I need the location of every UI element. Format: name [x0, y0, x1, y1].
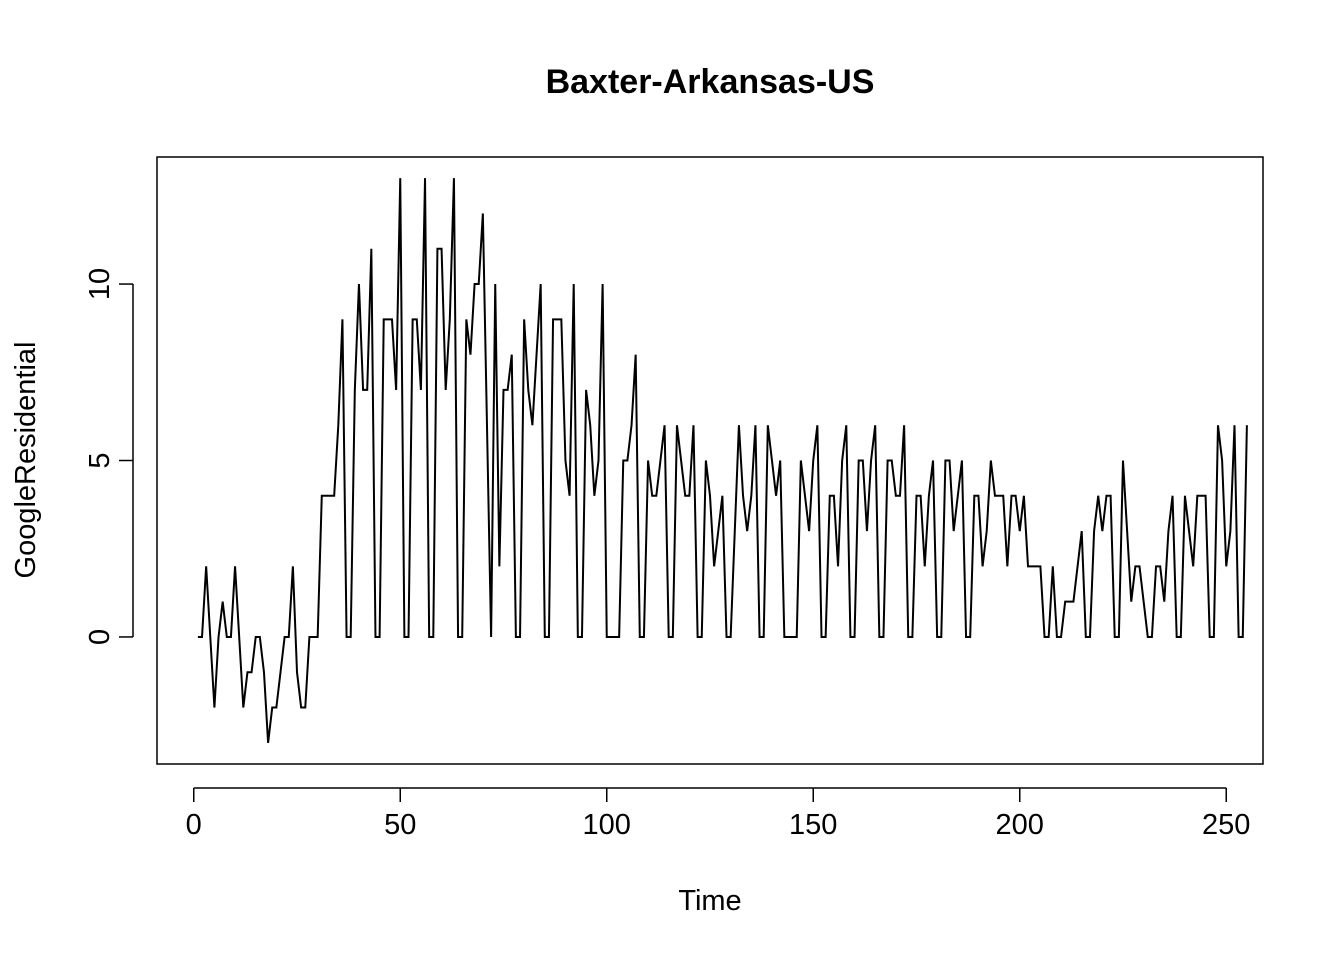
y-axis-label: GoogleResidential — [10, 342, 42, 579]
x-tick-label: 50 — [384, 809, 416, 841]
y-tick-label: 0 — [84, 629, 116, 645]
x-tick-label: 100 — [583, 809, 631, 841]
chart-title: Baxter-Arkansas-US — [546, 63, 875, 101]
y-tick-label: 10 — [84, 268, 116, 300]
x-axis-label: Time — [678, 885, 741, 917]
x-tick-label: 250 — [1202, 809, 1250, 841]
x-tick-label: 150 — [789, 809, 837, 841]
x-tick-label: 0 — [186, 809, 202, 841]
x-tick-label: 200 — [996, 809, 1044, 841]
x-axis: 0 50 100 150 200 250 — [186, 787, 1250, 841]
y-tick-label: 5 — [84, 452, 116, 468]
series-line — [197, 178, 1248, 743]
y-axis: 0 5 10 — [84, 268, 134, 645]
plot-frame — [156, 156, 1264, 765]
